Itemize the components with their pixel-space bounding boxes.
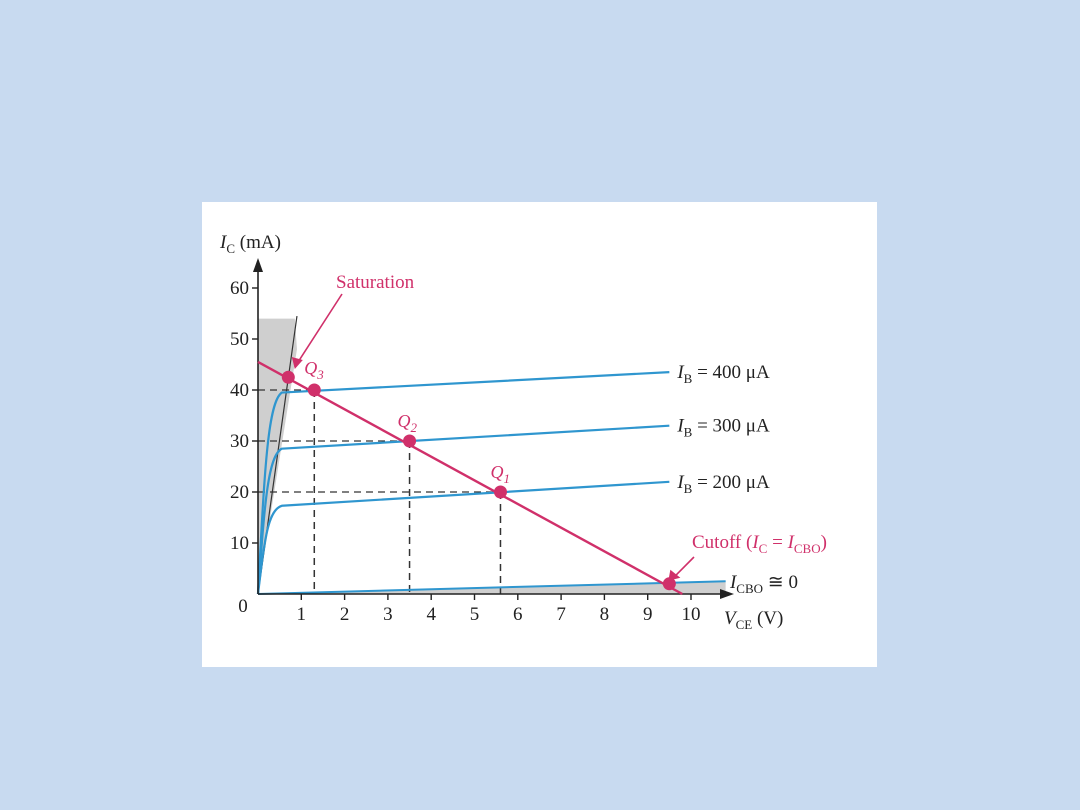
x-tick-label: 1: [297, 604, 307, 625]
q-label-q2: Q2: [398, 411, 418, 435]
y-tick-label: 60: [230, 278, 249, 299]
origin-label: 0: [238, 596, 248, 617]
icbo-curve: [257, 580, 726, 595]
cutoff-point: [662, 577, 676, 591]
saturation-point: [281, 370, 295, 384]
characteristic-curve: [256, 371, 670, 595]
characteristic-curve: [256, 480, 670, 595]
saturation-annotation: Saturation: [336, 272, 415, 293]
x-tick-label: 7: [556, 604, 566, 625]
characteristic-curve: [256, 424, 670, 595]
q-point-q2: [403, 434, 417, 448]
cutoff-arrow: [672, 556, 695, 579]
icbo-label: ICBO ≅ 0: [729, 572, 798, 596]
x-tick-label: 10: [682, 604, 701, 625]
y-tick-label: 10: [230, 533, 249, 554]
x-axis-arrow: [720, 589, 734, 599]
transistor-characteristics-chart: 10 20 30 40 50 60 1 2 3 4 5 6 7 8 9 10 0 IC (mA) VCE (V) I…: [219, 232, 827, 632]
x-tick-label: 5: [470, 604, 480, 625]
q-point-q1: [493, 485, 507, 499]
curve-label: IB = 300 μA: [676, 416, 770, 440]
x-tick-label: 9: [643, 604, 653, 625]
cutoff-annotation: Cutoff (IC = ICBO): [692, 532, 827, 556]
x-tick-label: 4: [426, 604, 436, 625]
q-label-q3: Q3: [304, 358, 324, 382]
x-axis-title: VCE (V): [724, 608, 783, 632]
chart-figure: 10 20 30 40 50 60 1 2 3 4 5 6 7 8 9 10 0 IC (mA) VCE (V) I…: [202, 202, 877, 667]
y-tick-label: 50: [230, 329, 249, 350]
curve-label: IB = 200 μA: [676, 472, 770, 496]
curve-label: IB = 400 μA: [676, 362, 770, 386]
y-tick-label: 30: [230, 431, 249, 452]
saturation-arrow: [294, 293, 343, 368]
y-tick-label: 20: [230, 482, 249, 503]
y-tick-label: 40: [230, 380, 249, 401]
q-point-q3: [307, 383, 321, 397]
saturation-arrowhead: [291, 357, 303, 370]
x-tick-label: 3: [383, 604, 393, 625]
cutoff-arrowhead: [668, 569, 681, 581]
x-tick-label: 6: [513, 604, 523, 625]
q-label-q1: Q1: [490, 462, 510, 486]
load-line: [257, 360, 683, 596]
x-tick-label: 2: [340, 604, 350, 625]
x-tick-label: 8: [600, 604, 610, 625]
y-axis-title: IC (mA): [219, 232, 281, 256]
y-axis-arrow: [253, 258, 263, 272]
